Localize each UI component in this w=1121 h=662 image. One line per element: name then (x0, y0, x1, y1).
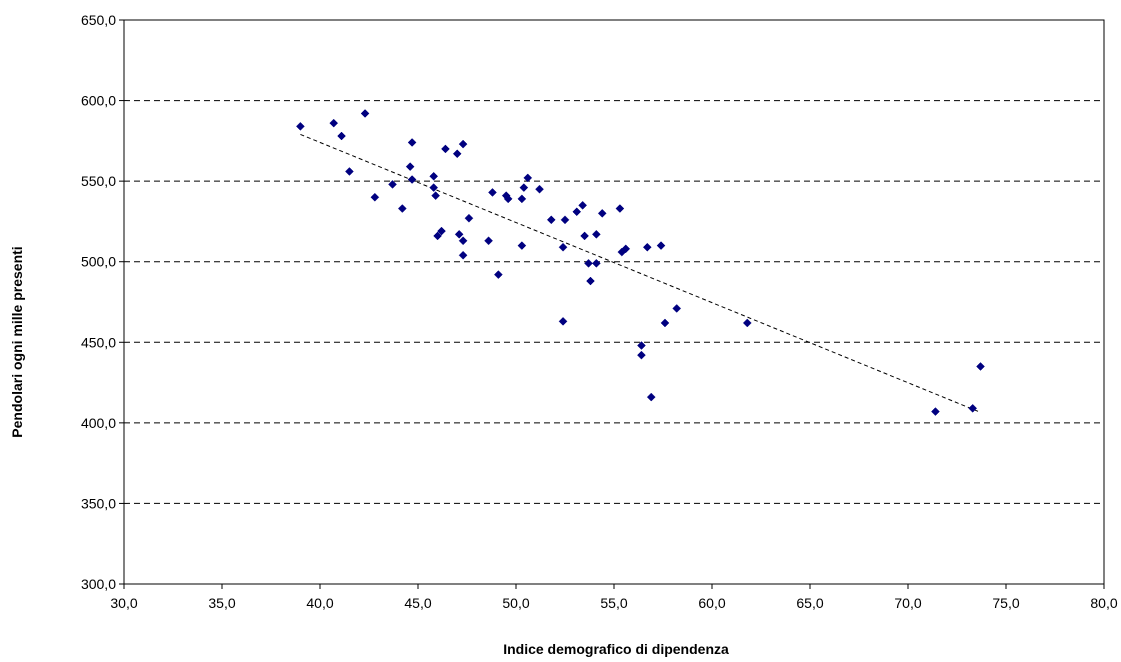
data-point (484, 236, 493, 246)
gridlines (124, 100, 1104, 504)
data-point (558, 316, 568, 326)
data-point (503, 194, 513, 204)
data-point (572, 207, 582, 217)
y-tick-label: 350,0 (81, 495, 116, 511)
data-point (405, 162, 415, 171)
data-point (433, 231, 442, 241)
y-tick-label: 600,0 (81, 93, 116, 109)
data-point (672, 304, 682, 313)
data-point (337, 131, 346, 141)
x-tick-label: 40,0 (306, 595, 333, 611)
data-point (646, 392, 656, 402)
data-point (464, 213, 474, 223)
x-tick-label: 70,0 (894, 595, 921, 611)
x-tick-label: 80,0 (1090, 595, 1117, 611)
data-point (615, 204, 625, 213)
y-tick-label: 500,0 (81, 254, 116, 270)
data-point (360, 109, 370, 118)
data-point (517, 194, 527, 204)
data-point (586, 276, 595, 286)
x-axis-title: Indice demografico di dipendenza (503, 641, 729, 657)
data-point (437, 226, 446, 236)
axes (119, 19, 1105, 589)
data-point (637, 350, 646, 360)
data-point (429, 183, 439, 192)
data-point (558, 242, 568, 252)
data-point (584, 258, 593, 268)
data-point (397, 204, 407, 213)
data-point (976, 362, 985, 371)
trendline (300, 133, 979, 413)
trendline-layer (300, 133, 979, 413)
y-tick-label: 300,0 (81, 576, 116, 592)
data-point (458, 139, 468, 149)
data-point (592, 229, 601, 239)
data-point (296, 122, 305, 131)
data-point (592, 258, 601, 268)
data-point (517, 241, 527, 250)
data-point (329, 118, 339, 128)
data-point (441, 144, 450, 154)
plot-frame (123, 19, 1105, 585)
data-point (429, 171, 439, 181)
data-point (494, 270, 503, 279)
y-tick-label: 400,0 (81, 415, 116, 431)
data-point (523, 173, 533, 183)
data-point (580, 231, 589, 241)
y-tick-label: 450,0 (81, 334, 116, 350)
x-tick-label: 55,0 (600, 595, 627, 611)
x-tick-label: 35,0 (208, 595, 235, 611)
tick-labels: 300,0 350,0 400,0 450,0 500,0 550,0 600,0 650,0… (81, 12, 1118, 611)
data-point (519, 183, 529, 192)
data-point (407, 175, 417, 184)
x-tick-label: 50,0 (502, 595, 529, 611)
data-point (458, 250, 468, 260)
data-point (458, 236, 468, 246)
y-tick-label: 650,0 (81, 12, 116, 28)
data-point (370, 192, 380, 202)
x-tick-label: 45,0 (404, 595, 431, 611)
x-tick-label: 60,0 (698, 595, 725, 611)
data-point (388, 180, 397, 189)
data-point (597, 209, 607, 218)
data-point (578, 200, 587, 210)
x-tick-label: 65,0 (796, 595, 823, 611)
x-tick-label: 75,0 (992, 595, 1019, 611)
data-point (931, 407, 940, 416)
data-point (407, 138, 417, 147)
y-tick-label: 550,0 (81, 173, 116, 189)
data-point (660, 318, 670, 328)
data-point (642, 242, 652, 252)
data-point (968, 404, 978, 413)
data-point (452, 149, 462, 159)
data-point (431, 191, 440, 200)
x-tick-label: 30,0 (110, 595, 137, 611)
data-point (742, 318, 752, 328)
data-point (345, 167, 354, 176)
data-point (621, 244, 631, 254)
y-axis-title: Pendolari ogni mille presenti (9, 246, 25, 437)
data-points (296, 109, 985, 416)
data-point (454, 229, 464, 239)
data-point (560, 215, 570, 225)
data-point (535, 184, 544, 194)
data-point (546, 215, 556, 225)
data-point (488, 188, 497, 197)
data-point (637, 341, 646, 350)
data-point (656, 241, 666, 250)
